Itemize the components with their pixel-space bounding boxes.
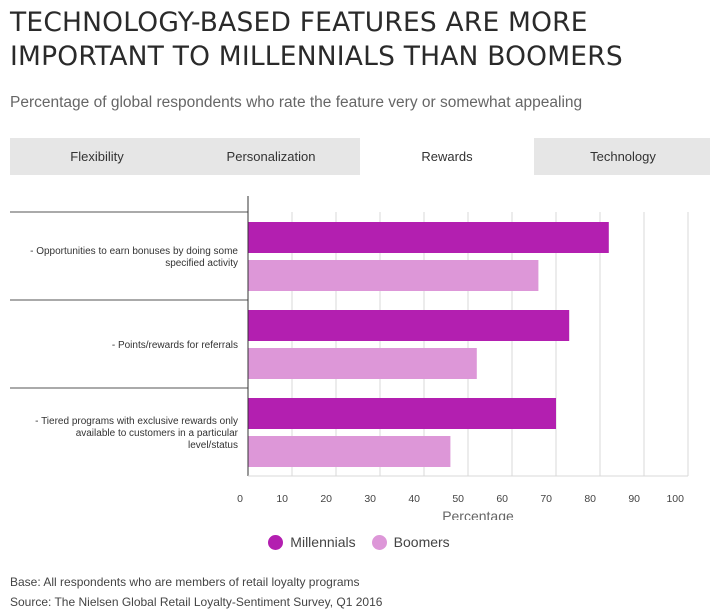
bar-millennials-2 xyxy=(248,398,556,429)
bar-chart: - Opportunities to earn bonuses by doing… xyxy=(10,196,689,520)
legend-swatch-boomers xyxy=(371,534,387,550)
tab-rewards[interactable]: Rewards xyxy=(360,138,534,175)
x-tick-label-40: 40 xyxy=(408,493,420,505)
tab-flexibility[interactable]: Flexibility xyxy=(70,149,124,164)
x-tick-label-50: 50 xyxy=(452,493,464,505)
legend-swatch-millennials xyxy=(268,534,284,550)
legend-item-millennials[interactable]: Millennials xyxy=(268,534,356,550)
category-label-1: - Points/rewards for referrals xyxy=(112,340,238,351)
category-label-2: - Tiered programs with exclusive rewards… xyxy=(35,416,239,451)
bar-millennials-0 xyxy=(248,222,609,253)
x-tick-label-70: 70 xyxy=(540,493,552,505)
tab-technology[interactable]: Technology xyxy=(590,149,656,164)
tab-bar: Flexibility Personalization Rewards Tech… xyxy=(10,138,710,175)
x-tick-label-90: 90 xyxy=(628,493,640,505)
x-tick-label-80: 80 xyxy=(584,493,596,505)
source-note: Source: The Nielsen Global Retail Loyalt… xyxy=(10,595,383,609)
chart-subtitle: Percentage of global respondents who rat… xyxy=(10,94,583,111)
bar-boomers-0 xyxy=(248,260,539,291)
x-axis-title: Percentage xyxy=(442,508,514,520)
bar-millennials-1 xyxy=(248,310,570,341)
x-tick-label-20: 20 xyxy=(320,493,332,505)
base-note: Base: All respondents who are members of… xyxy=(10,575,360,589)
x-tick-label-0: 0 xyxy=(237,493,243,505)
legend-item-boomers[interactable]: Boomers xyxy=(371,534,450,550)
x-tick-label-60: 60 xyxy=(496,493,508,505)
tab-personalization[interactable]: Personalization xyxy=(226,149,316,164)
x-tick-label-10: 10 xyxy=(276,493,288,505)
category-label-0: - Opportunities to earn bonuses by doing… xyxy=(30,246,238,269)
x-tick-label-100: 100 xyxy=(666,493,684,505)
bar-boomers-1 xyxy=(248,348,477,379)
chart-title: TECHNOLOGY-BASED FEATURES ARE MORE IMPOR… xyxy=(10,7,623,72)
x-tick-label-30: 30 xyxy=(364,493,376,505)
legend-label-boomers: Boomers xyxy=(393,534,450,550)
chart-legend: Millennials Boomers xyxy=(0,534,718,550)
bar-boomers-2 xyxy=(248,436,451,467)
legend-label-millennials: Millennials xyxy=(290,534,356,550)
